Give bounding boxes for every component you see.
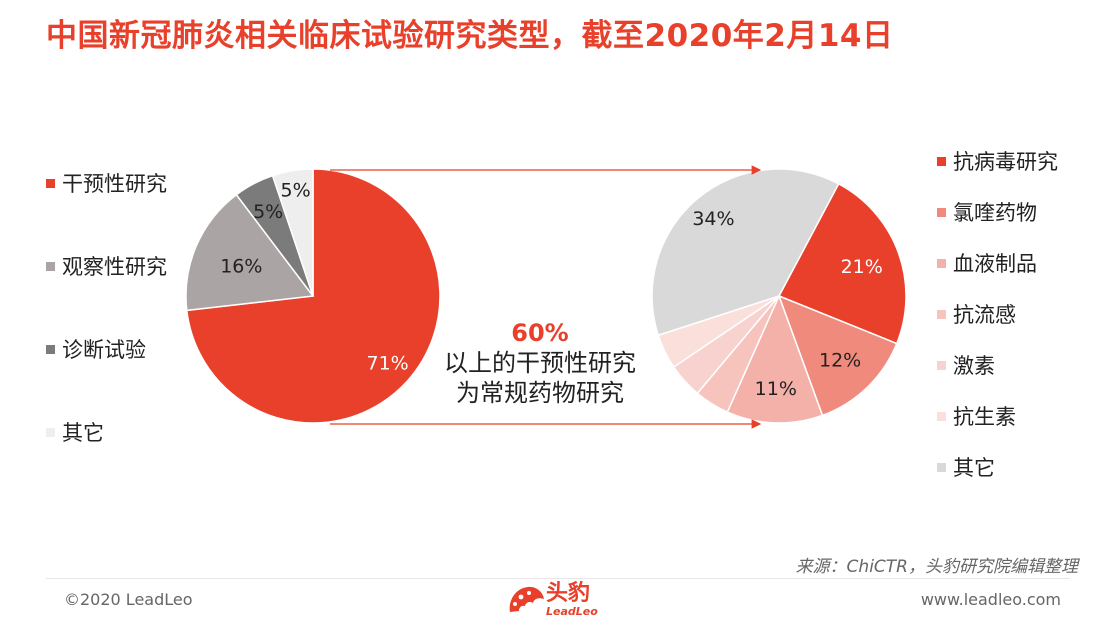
annotation-line-2: 为常规药物研究 xyxy=(456,379,624,407)
pie1-slice-2 xyxy=(726,293,824,424)
legend0-item-3: 其它 xyxy=(46,417,104,447)
legend0-item-2: 诊断试验 xyxy=(46,334,146,364)
legend0-label-2: 诊断试验 xyxy=(62,338,146,362)
brand-logo: 头豹 LeadLeo xyxy=(506,582,598,618)
legend1-item-5: 抗生素 xyxy=(937,401,1016,431)
legend0-swatch-2 xyxy=(46,344,55,354)
source-note: 来源：ChiCTR，头豹研究院编辑整理 xyxy=(795,557,1078,577)
annotation-line-1: 以上的干预性研究 xyxy=(444,349,636,377)
legend1-item-2: 血液制品 xyxy=(937,248,1037,278)
legend0-swatch-0 xyxy=(46,178,55,188)
legend1-swatch-6 xyxy=(937,462,946,472)
legend1-swatch-4 xyxy=(937,360,946,370)
copyright: ©2020 LeadLeo xyxy=(64,590,193,609)
pie1-label-0: 21% xyxy=(841,256,883,278)
legend1-swatch-0 xyxy=(937,156,946,166)
page-title: 中国新冠肺炎相关临床试验研究类型，截至2020年2月14日 xyxy=(46,18,894,54)
pie1-label-6: 34% xyxy=(692,208,734,230)
legend1-swatch-2 xyxy=(937,258,946,268)
legend1-label-5: 抗生素 xyxy=(953,405,1016,429)
pie0-slice-1 xyxy=(185,193,315,312)
legend0-swatch-3 xyxy=(46,427,55,437)
legend0-label-0: 干预性研究 xyxy=(62,172,167,196)
legend1-label-6: 其它 xyxy=(953,456,995,480)
legend0-label-3: 其它 xyxy=(62,421,104,445)
legend1-label-1: 氯喹药物 xyxy=(953,201,1037,225)
legend1-label-2: 血液制品 xyxy=(953,252,1037,276)
annotation-percent: 60% xyxy=(511,319,569,347)
legend1-swatch-5 xyxy=(937,411,946,421)
legend1-item-4: 激素 xyxy=(937,350,995,380)
pie1-slice-6 xyxy=(651,168,840,337)
legend1-label-4: 激素 xyxy=(953,354,995,378)
pie1-slice-1 xyxy=(777,294,898,417)
brand-sub: LeadLeo xyxy=(546,605,598,618)
pie0-label-1: 16% xyxy=(220,255,262,277)
legend1-item-0: 抗病毒研究 xyxy=(937,146,1058,176)
pie0-label-2: 5% xyxy=(253,201,283,223)
pie1-label-1: 12% xyxy=(819,349,861,371)
pie0-label-0: 71% xyxy=(366,353,408,375)
legend0-label-1: 观察性研究 xyxy=(62,255,167,279)
legend1-item-3: 抗流感 xyxy=(937,299,1016,329)
pie1-slice-0 xyxy=(777,182,907,345)
leopard-logo-icon xyxy=(509,586,544,612)
pie0-label-3: 5% xyxy=(281,179,311,201)
legend1-swatch-1 xyxy=(937,207,946,217)
legend1-item-6: 其它 xyxy=(937,452,995,482)
legend0-swatch-1 xyxy=(46,261,55,271)
website: www.leadleo.com xyxy=(920,590,1061,609)
pie-chart-intervention-breakdown: 21% 12% 11% 34% xyxy=(651,168,907,424)
legend1-swatch-3 xyxy=(937,309,946,319)
annotation: 60% 以上的干预性研究 为常规药物研究 xyxy=(380,318,700,408)
legend0-item-1: 观察性研究 xyxy=(46,251,167,281)
legend1-item-1: 氯喹药物 xyxy=(937,197,1037,227)
legend0-item-0: 干预性研究 xyxy=(46,168,167,198)
pie1-label-2: 11% xyxy=(755,378,797,400)
footer-divider xyxy=(46,578,1070,579)
pie-chart-study-types: 71% 16% 5%5% xyxy=(185,168,441,424)
pie0-slice-3 xyxy=(271,168,314,297)
brand-name: 头豹 xyxy=(546,581,591,606)
legend1-label-3: 抗流感 xyxy=(953,303,1016,327)
legend1-label-0: 抗病毒研究 xyxy=(953,150,1058,174)
